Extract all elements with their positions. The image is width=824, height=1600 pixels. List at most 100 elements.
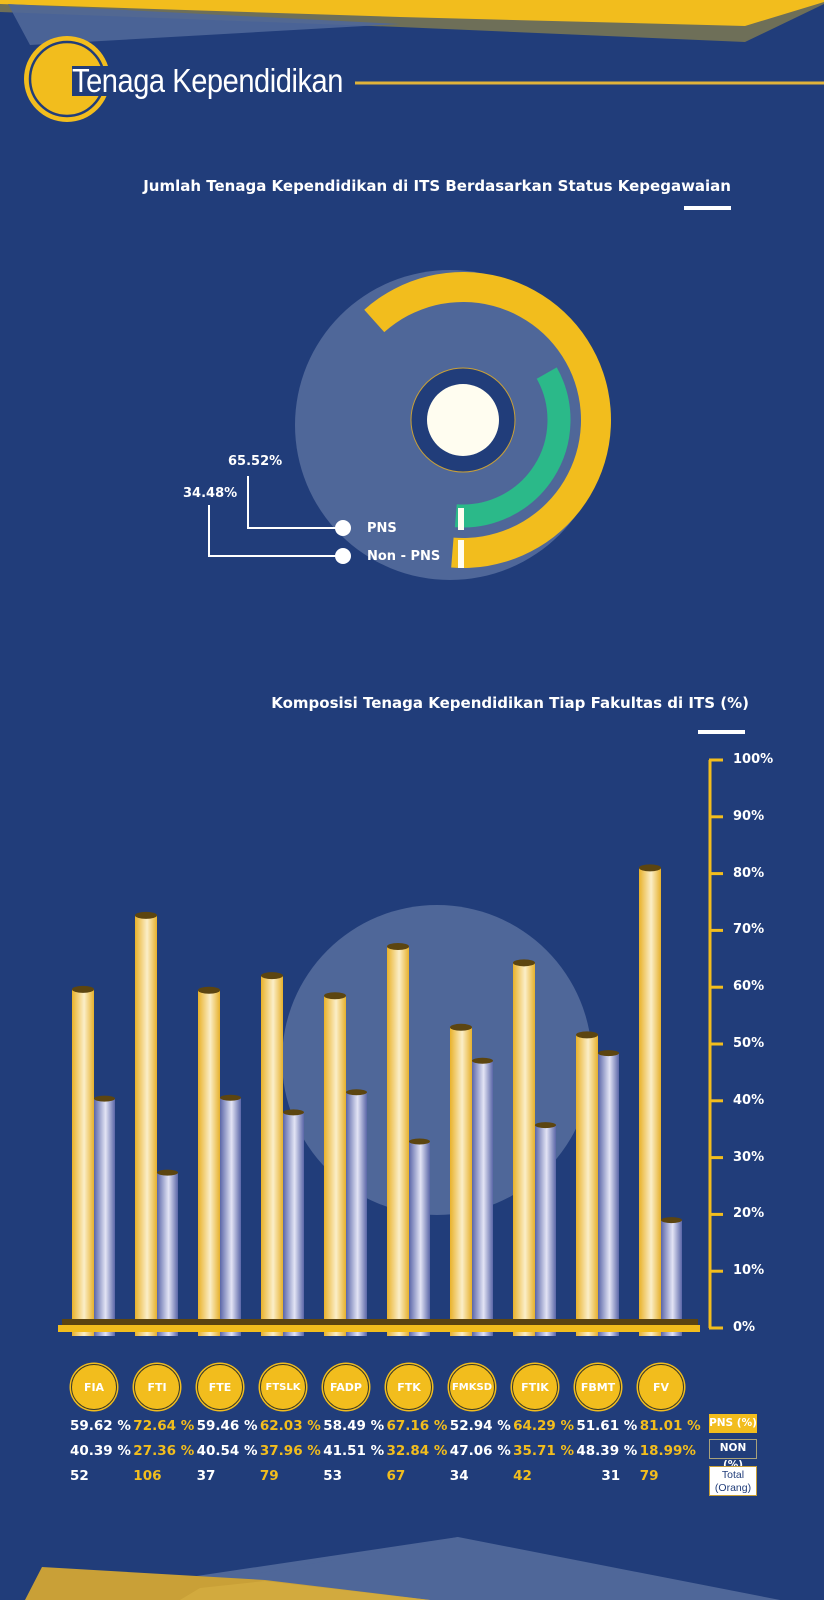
- total-value: 79: [639, 1468, 659, 1484]
- non-value: 27.36 %: [133, 1443, 195, 1459]
- bar-non: [472, 1060, 493, 1336]
- non-value: 32.84 %: [386, 1443, 448, 1459]
- y-tick-label: 40%: [733, 1092, 765, 1108]
- bar-pns: [72, 989, 94, 1336]
- donut-arc-cap: [458, 508, 464, 530]
- bar-non-top: [409, 1138, 430, 1145]
- donut-arc-non-pns: [364, 272, 611, 568]
- y-tick-label: 100%: [733, 752, 774, 767]
- bar-non-top: [661, 1217, 682, 1224]
- legend-pns: PNS (%): [709, 1414, 757, 1433]
- bar-pns-top: [261, 972, 283, 980]
- bar-pns: [198, 990, 220, 1336]
- y-tick-label: 50%: [733, 1036, 765, 1051]
- faculty-badge: FADP: [323, 1364, 369, 1410]
- pns-percentage: 65.52%: [228, 454, 283, 469]
- donut-chart-title: Jumlah Tenaga Kependidikan di ITS Berdas…: [143, 177, 731, 195]
- y-tick-label: 60%: [733, 979, 765, 995]
- y-tick-label: 30%: [733, 1149, 765, 1165]
- bar-non: [157, 1172, 178, 1336]
- non-value: 40.39 %: [70, 1443, 131, 1459]
- bar-base: [58, 1325, 700, 1332]
- y-tick-label: 0%: [733, 1320, 756, 1335]
- y-tick-label: 90%: [733, 808, 765, 824]
- faculty-badge: FIA: [71, 1364, 117, 1410]
- faculty-badge: FV: [638, 1364, 684, 1410]
- bar-chart-title: Komposisi Tenaga Kependidikan Tiap Fakul…: [271, 694, 749, 712]
- pns-value: 64.29 %: [513, 1418, 575, 1434]
- bar-non: [94, 1098, 115, 1336]
- bar-non-top: [283, 1109, 304, 1116]
- faculty-name: FADP: [330, 1380, 362, 1394]
- y-tick-label: 20%: [733, 1206, 765, 1222]
- bar-non: [661, 1220, 682, 1336]
- bar-non-top: [598, 1050, 619, 1057]
- non-value: 37.96 %: [259, 1443, 321, 1459]
- bar-pns-top: [576, 1031, 598, 1039]
- bar-non-top: [346, 1089, 367, 1096]
- pns-value: 72.64 %: [133, 1418, 195, 1434]
- total-value: 52: [70, 1468, 89, 1484]
- bar-pns-top: [135, 911, 157, 919]
- bar-non: [535, 1125, 556, 1336]
- total-value: 106: [133, 1468, 162, 1484]
- bar-pns: [324, 995, 346, 1336]
- bar-non-top: [157, 1169, 178, 1176]
- pns-legend-dot: [335, 520, 351, 536]
- total-value: 37: [196, 1468, 216, 1484]
- non-value: 48.39 %: [576, 1443, 638, 1459]
- legend-total-line2: (Orang): [714, 1482, 752, 1494]
- non-value: 47.06 %: [449, 1443, 511, 1459]
- bar-non: [598, 1053, 619, 1336]
- bar-pns-top: [198, 986, 220, 994]
- faculty-name: FTIK: [521, 1380, 549, 1394]
- faculty-badge: FTSLK: [260, 1364, 306, 1410]
- bar-chart: [58, 758, 723, 1336]
- pns-value: 62.03 %: [259, 1418, 321, 1434]
- bar-non: [409, 1141, 430, 1336]
- bar-title-underline: [698, 730, 745, 734]
- y-tick-label: 70%: [733, 922, 765, 938]
- donut-title-underline: [684, 206, 731, 210]
- total-value: 67: [386, 1468, 406, 1484]
- bar-non-top: [94, 1095, 115, 1102]
- bar-pns-top: [639, 864, 661, 872]
- faculty-name: FV: [652, 1380, 670, 1394]
- pns-value: 58.49 %: [323, 1418, 385, 1434]
- y-tick-label: 80%: [733, 865, 765, 881]
- total-value: 53: [323, 1468, 342, 1484]
- y-tick-label: 10%: [733, 1263, 765, 1279]
- faculty-badge: FTK: [386, 1364, 432, 1410]
- legend-non: NON (%): [709, 1439, 757, 1471]
- bar-pns: [639, 867, 661, 1336]
- non-pns-legend-label: Non - PNS: [367, 549, 441, 564]
- faculty-badge: FTIK: [512, 1364, 558, 1410]
- total-value: 79: [259, 1468, 279, 1484]
- non-pns-leader-line: [208, 505, 340, 557]
- bar-non: [220, 1097, 241, 1336]
- donut-center-dot: [427, 384, 499, 456]
- bar-pns: [387, 946, 409, 1336]
- page-title: Tenaga Kependidikan: [72, 62, 343, 99]
- faculty-name: FIA: [83, 1380, 105, 1394]
- total-value: 42: [513, 1468, 532, 1484]
- pns-value: 52.94 %: [449, 1418, 511, 1434]
- non-value: 35.71 %: [513, 1443, 575, 1459]
- faculty-name: FTSLK: [265, 1381, 301, 1393]
- total-value: 34: [449, 1468, 469, 1484]
- bottom-shape-light-right: [250, 1537, 780, 1600]
- pns-value: 67.16 %: [386, 1418, 448, 1434]
- bottom-shape-yellow-2: [180, 1581, 430, 1600]
- pns-value: 59.46 %: [196, 1418, 258, 1434]
- pns-value: 59.62 %: [70, 1418, 131, 1434]
- faculty-name: FTK: [397, 1380, 421, 1394]
- non-pns-legend-dot: [335, 548, 351, 564]
- bar-pns: [261, 975, 283, 1336]
- top-banner-light: [8, 4, 400, 45]
- non-value: 40.54 %: [196, 1443, 258, 1459]
- bar-base-shadow: [62, 1319, 698, 1327]
- bar-non-top: [220, 1094, 241, 1101]
- pns-legend-label: PNS: [367, 521, 397, 536]
- non-pns-percentage: 34.48%: [183, 486, 238, 501]
- bar-pns-top: [72, 985, 94, 993]
